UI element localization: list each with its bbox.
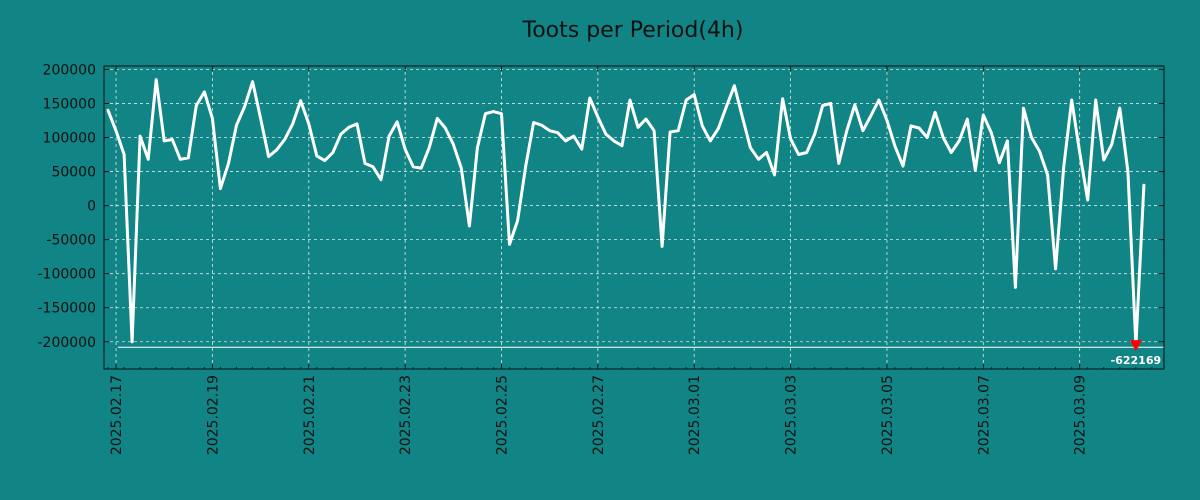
y-tick-label: 200000: [43, 62, 96, 78]
x-tick-label: 2025.02.27: [591, 375, 607, 455]
y-tick-label: -200000: [38, 335, 97, 351]
y-tick-label: -50000: [46, 233, 96, 249]
chart-title: Toots per Period(4h): [522, 18, 744, 43]
y-tick-label: 150000: [43, 96, 96, 112]
y-tick-label: 100000: [43, 130, 96, 146]
x-tick-label: 2025.03.05: [880, 375, 896, 455]
x-tick-label: 2025.03.01: [687, 375, 703, 455]
x-axis: 2025.02.17 2025.02.19 2025.02.21 2025.02.23…: [107, 66, 1153, 455]
y-tick-label: 0: [87, 199, 96, 215]
x-tick-label: 2025.03.09: [1073, 375, 1089, 455]
x-tick-label: 2025.03.07: [976, 375, 992, 455]
min-marker-triangle: [1129, 340, 1142, 352]
x-tick-label: 2025.02.17: [109, 375, 125, 455]
x-tick-label: 2025.02.21: [302, 375, 318, 455]
x-tick-label: 2025.02.23: [398, 375, 414, 455]
series-line-toots: [106, 78, 1146, 347]
y-tick-label: -100000: [38, 267, 97, 283]
min-marker: -622169: [1111, 340, 1162, 367]
x-tick-label: 2025.02.19: [205, 375, 221, 455]
plot-frame: [103, 65, 1165, 370]
x-tick-label: 2025.02.25: [495, 375, 511, 455]
x-tick-label: 2025.03.03: [784, 375, 800, 455]
min-marker-label: -622169: [1111, 354, 1162, 367]
y-axis: 200000 150000 100000 50000 0 -50000 -100000 -15…: [38, 62, 1164, 351]
y-tick-label: 50000: [51, 165, 96, 181]
y-tick-label: -150000: [38, 301, 97, 317]
